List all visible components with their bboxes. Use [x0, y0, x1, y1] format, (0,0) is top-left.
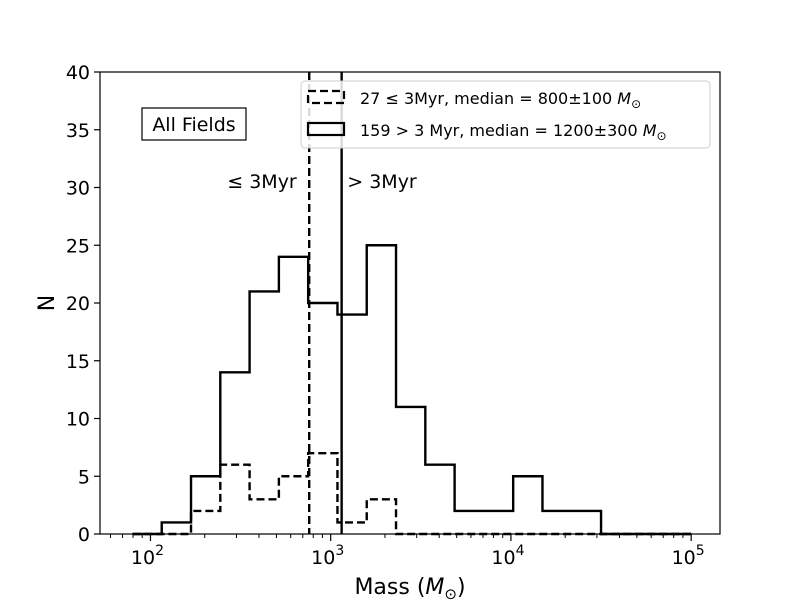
all-fields-box: All Fields — [141, 107, 247, 141]
y-tick-label: 5 — [78, 466, 90, 488]
median-lines — [308, 72, 343, 534]
y-tick-label: 40 — [66, 62, 90, 84]
legend-entry-gt-3myr: 159 > 3 Myr, median = 1200±300 M⊙ — [360, 121, 667, 143]
y-tick-label: 15 — [66, 351, 90, 373]
legend-entry-le-3myr: 27 ≤ 3Myr, median = 800±100 M⊙ — [360, 89, 641, 111]
legend-swatch-solid — [306, 121, 346, 137]
gt-3myr-annotation: > 3Myr — [347, 171, 417, 193]
x-axis-title: Mass (M⊙) — [354, 575, 465, 600]
y-axis-title: N — [35, 295, 60, 311]
all-fields-label: All Fields — [152, 114, 235, 136]
legend: 27 ≤ 3Myr, median = 800±100 M⊙ 159 > 3 M… — [300, 80, 711, 149]
y-tick-label: 10 — [66, 409, 90, 431]
histogram-solid-series — [132, 244, 692, 536]
legend-frame — [300, 80, 711, 149]
y-tick-label: 0 — [78, 524, 90, 546]
le-3myr-annotation: ≤ 3Myr — [227, 171, 297, 193]
legend-swatch-dashed — [306, 89, 346, 105]
all-fields-frame — [141, 107, 247, 141]
y-tick-label: 30 — [66, 178, 90, 200]
y-tick-label: 25 — [66, 235, 90, 257]
y-tick-label: 35 — [66, 120, 90, 142]
y-tick-label: 20 — [66, 293, 90, 315]
x-tick-label: 103 — [311, 543, 344, 569]
